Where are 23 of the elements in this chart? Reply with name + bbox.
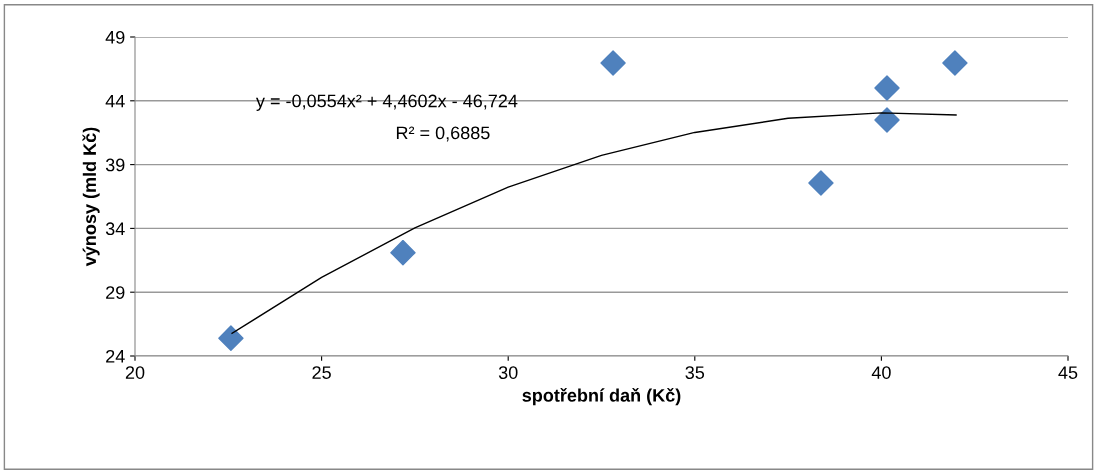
- y-tick-label: 49: [105, 30, 125, 44]
- y-tick-label: 34: [105, 222, 125, 236]
- x-tick-label: 30: [498, 366, 518, 379]
- x-tick-label: 20: [125, 366, 145, 379]
- x-tick-label: 45: [1058, 366, 1078, 379]
- annotation: y = -0,0554x² + 4,4602x - 46,724: [255, 94, 518, 111]
- point: [218, 325, 244, 351]
- x-axis-title: spotřební daň (Kč): [522, 388, 681, 406]
- y-axis-title: výnosy (mld Kč): [82, 127, 100, 267]
- annotation: R² = 0,6885: [396, 126, 490, 142]
- y-tick-label: 44: [105, 94, 125, 108]
- point: [874, 107, 900, 133]
- point: [390, 239, 416, 266]
- point: [874, 75, 900, 101]
- x-tick-label: 40: [871, 366, 891, 379]
- y-tick-label: 24: [106, 349, 125, 363]
- point: [942, 50, 968, 76]
- y-tick-label: 29: [106, 286, 125, 299]
- x-tick-label: 25: [312, 366, 331, 379]
- y-tick-label: 39: [105, 158, 125, 172]
- point: [600, 50, 626, 76]
- point: [808, 170, 834, 196]
- x-tick-label: 35: [685, 366, 705, 379]
